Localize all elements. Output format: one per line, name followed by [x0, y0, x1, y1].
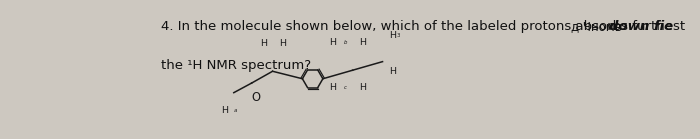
Text: H: H [359, 83, 366, 92]
Text: H: H [260, 39, 267, 48]
Text: H: H [279, 39, 286, 48]
Text: H: H [330, 38, 337, 47]
Text: O: O [251, 90, 260, 104]
Text: the ¹H NMR spectrum?: the ¹H NMR spectrum? [161, 59, 311, 73]
Text: H: H [389, 67, 396, 76]
Text: $_a$: $_a$ [232, 106, 238, 115]
Text: д Чномв: д Чномв [571, 20, 622, 33]
Text: $_b$: $_b$ [343, 38, 348, 47]
Text: H: H [330, 83, 337, 92]
Text: $_3$: $_3$ [395, 31, 400, 40]
Text: H: H [221, 106, 228, 115]
Text: 4. In the molecule shown below, which of the labeled protons absorbs furthest: 4. In the molecule shown below, which of… [161, 20, 689, 33]
Text: H: H [389, 31, 396, 40]
Text: H: H [359, 38, 366, 47]
Text: $_c$: $_c$ [343, 83, 348, 92]
Text: down fie: down fie [610, 20, 673, 33]
